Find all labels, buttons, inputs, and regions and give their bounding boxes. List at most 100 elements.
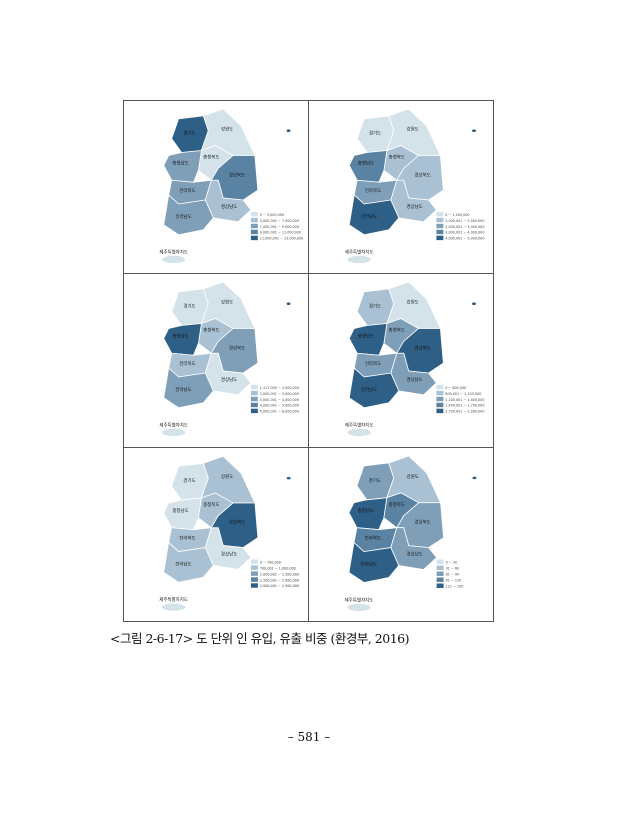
legend-label: 4,000,001 ~ 5,000,000 (445, 237, 484, 241)
region-label: 전라북도 (364, 187, 380, 194)
region-label: 경기도 (183, 477, 195, 484)
legend-label: 3,000,001 ~ 7,000,000 (260, 219, 299, 223)
region-label: 전라남도 (360, 213, 376, 220)
region-label: 충청남도 (357, 159, 373, 166)
region-충청남도 (163, 323, 202, 356)
legend-swatch (435, 397, 443, 402)
legend-label: 5,000,001 ~ 6,000,000 (260, 410, 299, 414)
island-dokdo (471, 476, 476, 479)
island-dokdo (286, 302, 291, 306)
legend-swatch (250, 217, 258, 223)
legend-swatch (435, 211, 443, 217)
legend-label: 1,700,001 ~ 2,000,000 (445, 410, 484, 414)
region-label: 경상북도 (229, 345, 245, 352)
legend-swatch (250, 409, 258, 414)
legend-swatch (436, 571, 444, 576)
legend-label: 0 ~ 30 (445, 560, 456, 564)
region-label: 강원도 (221, 299, 233, 306)
legend-label: 3,000,001 ~ 4,000,000 (260, 398, 299, 402)
region-label: 전라북도 (179, 360, 195, 367)
region-label: 충청북도 (203, 327, 219, 334)
legend-label: 800,001 ~ 1,100,000 (445, 392, 481, 396)
region-label: 충청북도 (388, 327, 404, 334)
legend-label: 4,000,001 ~ 5,000,000 (260, 404, 299, 408)
legend-label: 121 ~ 150 (445, 584, 463, 588)
region-label: 경상북도 (229, 171, 245, 178)
legend-swatch (436, 583, 444, 588)
legend-swatch (436, 565, 444, 570)
legend-label: 0 ~ 1,000,000 (445, 213, 469, 217)
legend-swatch (250, 391, 258, 396)
region-전라남도 (348, 194, 399, 236)
region-제주특별자치도 (346, 428, 371, 438)
region-label: 강원도 (406, 299, 418, 306)
page-number: – 581 – (287, 730, 331, 744)
region-제주특별자치도 (161, 255, 186, 264)
legend-label: 9,000,001 ~ 11,000,000 (260, 231, 301, 235)
legend-swatch (435, 391, 443, 396)
region-label: 경상북도 (414, 518, 430, 525)
legend-swatch (250, 403, 258, 408)
region-label: 충청남도 (172, 507, 188, 514)
legend-label: 1,000,001 ~ 1,500,000 (260, 572, 299, 576)
region-label: 경상남도 (221, 203, 237, 210)
region-label: 전라북도 (179, 187, 195, 194)
legend-label: 1,000,001 ~ 2,000,000 (445, 219, 484, 223)
region-label: 강원도 (406, 473, 418, 480)
legend-swatch (250, 211, 258, 217)
legend-label: 1,400,001 ~ 1,700,000 (445, 404, 484, 408)
legend-label: 11,000,001 ~ 13,000,000 (260, 237, 303, 241)
map-panel-1: 경기도 강원도 충청북도 충청남도 경상북도 전라북도 경상남도 전라남도 제주특별자치도 0 ~… (124, 101, 309, 275)
legend-swatch (435, 403, 443, 408)
legend-swatch (250, 565, 258, 570)
legend-label: 1,500,001 ~ 2,000,000 (260, 578, 299, 582)
region-label: 전라북도 (364, 360, 380, 367)
region-label: 충청북도 (203, 153, 219, 160)
region-label: 경기도 (368, 130, 380, 137)
legend-label: 91 ~ 120 (445, 578, 461, 582)
region-제주특별자치도 (346, 255, 371, 264)
region-전라남도 (163, 194, 214, 236)
legend-label: 1,117,000 ~ 2,000,000 (260, 386, 299, 390)
map-panel-5: 경기도 강원도 충청북도 충청남도 경상북도 전라북도 경상남도 전라남도 제주특별자치도 0 ~… (124, 447, 309, 621)
region-label: 경상남도 (406, 550, 422, 557)
legend-label: 0 ~ 700,000 (260, 560, 281, 564)
legend-swatch (436, 559, 444, 564)
legend-swatch (250, 229, 258, 235)
legend-label: 2,000,001 ~ 3,000,000 (260, 392, 299, 396)
region-label: 경상남도 (406, 203, 422, 210)
legend-label: 700,001 ~ 1,000,000 (260, 566, 296, 570)
region-label: 충청남도 (172, 333, 188, 340)
legend-label: 0 ~ 3,000,000 (260, 213, 284, 217)
legend-swatch (250, 235, 258, 241)
region-label: 충청남도 (357, 333, 373, 340)
map-panel-2: 경기도 강원도 충청북도 충청남도 경상북도 전라북도 경상남도 전라남도 제주특별자치도 0 ~… (308, 101, 493, 275)
legend-swatch (435, 385, 443, 390)
legend-swatch (435, 229, 443, 235)
legend-label: 31 ~ 60 (445, 566, 459, 570)
region-label: 강원도 (221, 473, 233, 480)
legend-swatch (435, 235, 443, 241)
region-label: 충청북도 (203, 501, 219, 508)
figure-caption: <그림 2-6-17> 도 단위 인 유입, 유출 비중 (환경부, 2016) (110, 631, 409, 646)
region-label: 전라남도 (175, 560, 191, 567)
region-label: 제주특별자치도 (344, 249, 373, 256)
region-label: 경기도 (183, 303, 195, 310)
legend-swatch (436, 577, 444, 582)
region-충청남도 (163, 497, 202, 530)
region-label: 충청북도 (388, 153, 404, 160)
legend-swatch (250, 559, 258, 564)
region-label: 전라북도 (179, 534, 195, 541)
island-dokdo (286, 129, 291, 132)
legend-label: 7,000,001 ~ 9,000,000 (260, 225, 299, 229)
region-label: 제주특별자치도 (344, 596, 373, 603)
legend-label: 1,100,001 ~ 1,400,000 (445, 398, 484, 402)
island-dokdo (286, 476, 291, 480)
region-label: 전라남도 (175, 386, 191, 393)
region-label: 강원도 (406, 126, 418, 133)
